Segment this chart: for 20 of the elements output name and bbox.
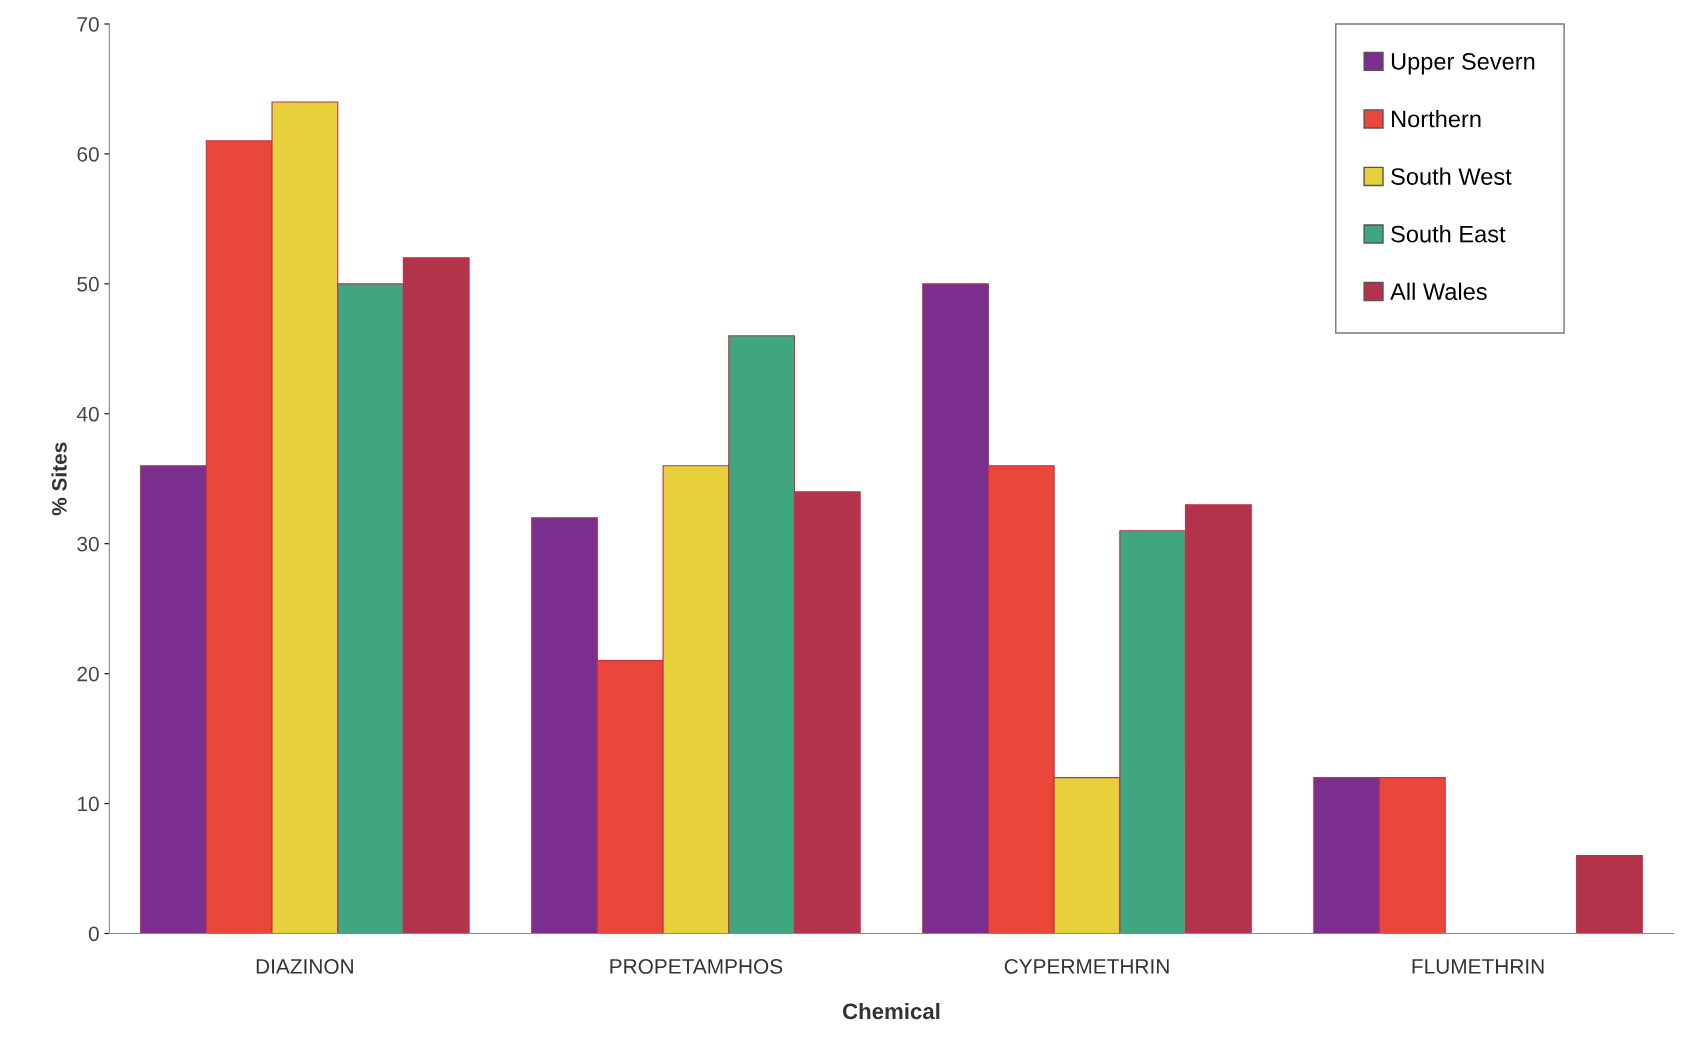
y-tick-label: 50: [77, 276, 99, 292]
legend-label: Upper Severn: [1391, 53, 1535, 75]
y-tick-label: 60: [77, 146, 99, 162]
y-tick-label: 10: [78, 796, 99, 812]
y-tick-label: 20: [77, 666, 99, 682]
x-tick-label: DIAZINON: [256, 959, 353, 974]
y-tick-label: 0: [88, 926, 99, 942]
legend-label: All Wales: [1390, 282, 1487, 300]
y-tick-label: 40: [76, 406, 99, 422]
bar: [1576, 854, 1643, 934]
x-tick-label: FLUMETHRIN: [1412, 959, 1544, 974]
legend-label: South West: [1391, 167, 1512, 185]
y-tick-label: 30: [77, 536, 99, 552]
legend-label: South East: [1391, 225, 1506, 243]
x-axis-title: Chemical: [842, 1002, 940, 1020]
x-tick-label: CYPERMETHRIN: [1004, 959, 1169, 974]
y-tick-label: 70: [77, 16, 99, 32]
x-tick-label: PROPETAMPHOS: [610, 959, 783, 974]
legend-label: Northern: [1392, 110, 1481, 128]
y-axis-title: % Sites: [51, 442, 67, 516]
